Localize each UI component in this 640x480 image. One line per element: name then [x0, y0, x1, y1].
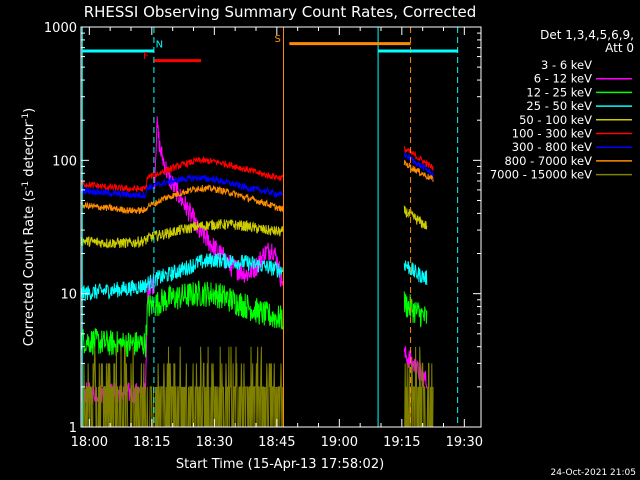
- y-axis-label: Corrected Count Rate (s-1 detector-1): [21, 108, 37, 346]
- legend-label-3-6-kev: 3 - 6 keV: [541, 58, 592, 72]
- series-line-12-25-kev-seg1: [154, 280, 284, 330]
- x-tick-label: 19:15: [383, 435, 420, 450]
- series-line-12-25-kev-seg2: [403, 291, 428, 328]
- series-line-800-7000-kev-seg0: [80, 200, 155, 215]
- plot-area: [80, 110, 434, 428]
- legend-label-6-12-kev: 6 - 12 keV: [534, 72, 592, 86]
- series-100-300-kev: [80, 146, 434, 193]
- series-300-800-kev: [80, 152, 434, 200]
- legend-label-7000-15000-kev: 7000 - 15000 keV: [490, 168, 592, 182]
- y-tick-label: 1000: [44, 21, 77, 36]
- series-line-25-50-kev-seg2: [403, 260, 428, 286]
- series-line-100-300-kev-seg1: [154, 155, 284, 181]
- series-line-7000-15000-kev-seg2: [404, 346, 434, 428]
- series-line-50-100-kev-seg2: [403, 205, 428, 230]
- x-tick-label: 19:30: [446, 435, 483, 450]
- chart-title: RHESSI Observing Summary Count Rates, Co…: [84, 3, 477, 21]
- series-line-3-6-kev-seg0: [145, 367, 154, 379]
- x-tick-label: 18:15: [133, 435, 170, 450]
- flag-label-n: N: [156, 40, 163, 51]
- legend-title-line1: Det 1,3,4,5,6,9,: [540, 28, 634, 42]
- x-axis-label: Start Time (15-Apr-13 17:58:02): [176, 457, 384, 472]
- series-12-25-kev: [80, 280, 428, 358]
- legend-label-50-100-kev: 50 - 100 keV: [519, 113, 592, 127]
- legend-label-800-7000-kev: 800 - 7000 keV: [504, 154, 592, 168]
- series-line-50-100-kev-seg0: [80, 231, 155, 249]
- annotation-layer: NF S: [81, 27, 459, 427]
- footer-timestamp: 24-Oct-2021 21:05: [551, 468, 636, 478]
- series-line-800-7000-kev-seg2: [403, 159, 434, 182]
- series-line-300-800-kev-seg2: [403, 152, 434, 178]
- series-line-25-50-kev-seg1: [154, 252, 284, 288]
- series-line-12-25-kev-seg0: [80, 295, 155, 358]
- x-tick-label: 18:45: [258, 435, 295, 450]
- series-line-3-6-kev-seg1: [153, 110, 282, 291]
- series-7000-15000-kev: [80, 346, 434, 428]
- series-50-100-kev: [80, 205, 428, 249]
- y-tick-label: 1: [69, 421, 77, 436]
- plot-frame: [80, 26, 482, 428]
- series-line-800-7000-kev-seg1: [154, 184, 284, 212]
- series-line-50-100-kev-seg1: [154, 219, 284, 242]
- series-800-7000-kev: [80, 159, 434, 215]
- legend-label-12-25-kev: 12 - 25 keV: [526, 85, 592, 99]
- series-line-100-300-kev-seg0: [80, 172, 155, 193]
- series-line-300-800-kev-seg0: [80, 183, 155, 200]
- flag-label-s: S: [274, 34, 280, 45]
- y-tick-label: 100: [52, 154, 77, 169]
- x-tick-label: 18:00: [71, 435, 108, 450]
- y-tick-label: 10: [60, 288, 77, 303]
- x-tick-label: 19:00: [321, 435, 358, 450]
- axes: 18:00 18:15 18:30 18:45 19:00 19:15 19:30 1 10 10…: [44, 21, 483, 450]
- legend-label-100-300-kev: 100 - 300 keV: [512, 127, 592, 141]
- flag-label-f: F: [143, 51, 149, 62]
- series-line-300-800-kev-seg1: [154, 173, 284, 199]
- legend-label-25-50-kev: 25 - 50 keV: [526, 99, 592, 113]
- series-line-7000-15000-kev-seg1: [154, 346, 284, 428]
- legend-title-line2: Att 0: [605, 41, 634, 55]
- series-line-25-50-kev-seg0: [80, 273, 155, 301]
- series-3-6-kev: [145, 110, 282, 379]
- legend-label-300-800-kev: 300 - 800 keV: [512, 140, 592, 154]
- series-25-50-kev: [80, 252, 428, 301]
- series-line-100-300-kev-seg2: [403, 146, 434, 171]
- x-tick-label: 18:30: [196, 435, 233, 450]
- series-line-7000-15000-kev-seg0: [80, 346, 154, 428]
